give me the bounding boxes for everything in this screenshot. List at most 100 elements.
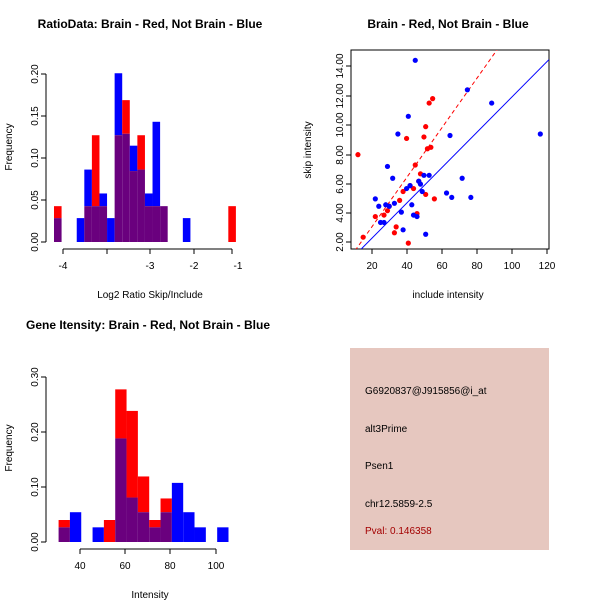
pval-text: Pval: 0.146358 <box>365 526 432 537</box>
not-brain-point <box>409 202 415 208</box>
scatter-title: Brain - Red, Not Brain - Blue <box>367 17 529 31</box>
intensity-histogram-brain-bar <box>126 410 138 498</box>
ratio-histogram-x-tick: -1 <box>234 261 243 272</box>
brain-point <box>400 188 406 195</box>
brain-point <box>412 162 418 168</box>
brain-point <box>431 196 437 202</box>
intensity-histogram-brain-bar <box>137 476 150 513</box>
scatter-y-axis-ticks <box>346 65 351 243</box>
scatter-y-tick: 12.00 <box>335 83 346 108</box>
brain-point <box>423 191 429 198</box>
scatter-x-axis-ticks <box>371 249 548 254</box>
ratio-histogram-not-brain-bar <box>129 145 138 172</box>
ratio-histogram-overlap-bar <box>54 218 62 242</box>
intensity-histogram-y-tick: 0.10 <box>30 477 41 497</box>
brain-point <box>397 197 403 203</box>
not-brain-point <box>414 213 420 220</box>
ratio-histogram-overlap-bar <box>99 206 108 242</box>
scatter-x-label: include intensity <box>412 290 483 301</box>
intensity-histogram-not-brain-bar <box>171 482 184 542</box>
intensity-histogram-brain-bar <box>103 520 116 542</box>
ratio-histogram-x-tick: -3 <box>146 261 155 272</box>
ratio-histogram-not-brain-bar <box>182 218 191 242</box>
intensity-histogram-x-label: Intensity <box>131 590 168 600</box>
scatter-y-tick: 8.00 <box>335 145 346 165</box>
not-brain-point <box>489 100 495 106</box>
ratio-histogram-overlap-bar <box>152 206 161 242</box>
not-brain-fit-line <box>360 59 549 249</box>
ratio-histogram-not-brain-bar <box>107 218 115 242</box>
scatter-x-tick: 80 <box>471 261 483 272</box>
scatter-x-tick: 120 <box>539 261 556 272</box>
not-brain-point <box>449 194 455 201</box>
ratio-histogram-not-brain-bar <box>144 193 153 207</box>
ratio-histogram-x-label: Log2 Ratio Skip/Include <box>97 290 203 301</box>
brain-fit-line <box>355 50 498 249</box>
ratio-histogram-y-tick: 0.05 <box>30 190 41 210</box>
ratio-histogram-not-brain-bar <box>114 73 123 136</box>
brain-point <box>421 134 427 140</box>
scatter-y-tick: 14.00 <box>335 53 346 78</box>
not-brain-point <box>447 132 453 139</box>
not-brain-point <box>421 172 427 178</box>
intensity-histogram-not-brain-bar <box>69 512 82 542</box>
not-brain-point <box>464 87 470 93</box>
ratio-histogram-overlap-bar <box>144 206 153 242</box>
ratio-histogram-overlap-bar <box>84 206 92 242</box>
ratio-histogram-title: RatioData: Brain - Red, Not Brain - Blue <box>38 17 263 31</box>
intensity-histogram-brain-bar <box>160 498 172 513</box>
scatter-x-tick: 20 <box>366 261 378 272</box>
intensity-histogram-overlap-bar <box>115 438 127 542</box>
intensity-histogram-brain-bar <box>115 389 127 439</box>
ratio-histogram-overlap-bar <box>122 133 130 242</box>
not-brain-point <box>372 196 378 202</box>
not-brain-point <box>417 181 424 187</box>
not-brain-point <box>407 183 413 189</box>
intensity-histogram-x-tick: 40 <box>74 561 86 572</box>
event-type-text: alt3Prime <box>365 424 408 435</box>
ratio-histogram-x-axis <box>62 248 233 254</box>
brain-point <box>428 144 434 150</box>
intensity-histogram-overlap-bar <box>160 512 172 542</box>
brain-point <box>403 135 410 142</box>
brain-point <box>405 240 411 246</box>
ratio-histogram-y-tick: 0.20 <box>30 64 41 84</box>
scatter-x-tick: 60 <box>436 261 448 272</box>
intensity-histogram-x-tick: 80 <box>164 561 176 572</box>
scatter-y-tick: 2.00 <box>335 232 346 252</box>
scatter-plot-frame <box>350 49 550 250</box>
intensity-histogram-x-tick: 60 <box>119 561 131 572</box>
brain-point <box>381 212 387 218</box>
intensity-histogram-bars <box>58 389 229 542</box>
intensity-histogram-overlap-bar <box>126 497 138 542</box>
not-brain-point <box>468 194 474 201</box>
ratio-histogram-brain-bar <box>228 206 236 242</box>
not-brain-point <box>400 227 406 233</box>
ratio-histogram-y-tick: 0.15 <box>30 106 41 126</box>
not-brain-point <box>390 175 396 181</box>
scatter-x-tick: 40 <box>401 261 413 272</box>
intensity-histogram-brain-bar <box>149 520 161 528</box>
gene-name-text: Psen1 <box>365 461 394 472</box>
ratio-histogram-overlap-bar <box>137 169 145 242</box>
not-brain-point <box>381 219 387 226</box>
intensity-histogram-x-tick: 100 <box>208 561 225 572</box>
intensity-histogram-y-tick: 0.30 <box>30 367 41 387</box>
ratio-histogram-brain-bar <box>54 206 62 219</box>
intensity-histogram-y-tick: 0.00 <box>30 532 41 552</box>
brain-point <box>410 185 417 192</box>
scatter-y-tick: 4.00 <box>335 203 346 223</box>
ratio-histogram-y-tick: 0.10 <box>30 148 41 168</box>
intensity-histogram-title: Gene Itensity: Brain - Red, Not Brain - … <box>26 318 270 332</box>
ratio-histogram-overlap-bar <box>114 135 123 242</box>
intensity-histogram-not-brain-bar <box>217 527 229 542</box>
brain-point <box>360 234 366 240</box>
intensity-histogram-overlap-bar <box>58 527 70 542</box>
ratio-histogram-panel: RatioData: Brain - Red, Not Brain - Blue… <box>4 17 263 301</box>
scatter-y-label: skip intensity <box>303 121 314 178</box>
brain-point <box>430 96 436 102</box>
intensity-histogram-panel: Gene Itensity: Brain - Red, Not Brain - … <box>4 318 270 600</box>
intensity-histogram-x-axis <box>79 548 217 554</box>
brain-point <box>391 230 398 236</box>
